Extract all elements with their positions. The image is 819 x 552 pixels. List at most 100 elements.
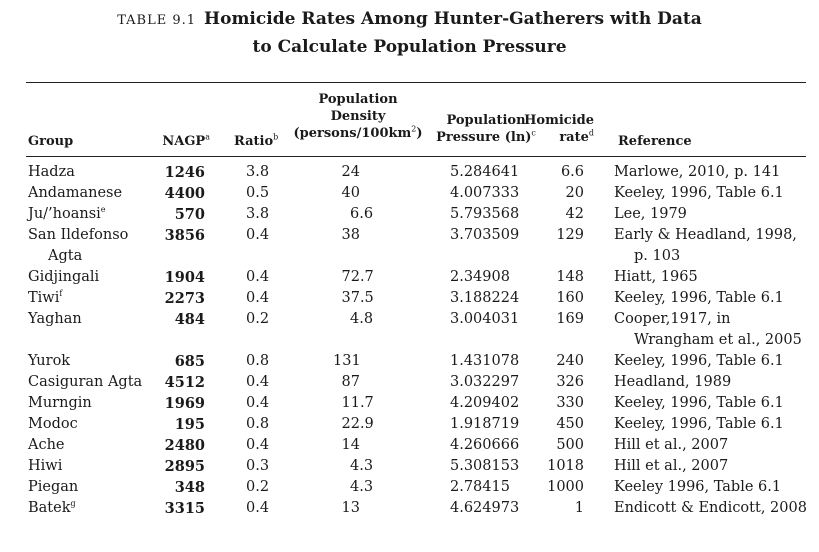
- cell-nagp: 685: [135, 351, 205, 372]
- cell-group: Tiwif: [28, 288, 62, 309]
- cell-pressure: 5.793568: [442, 204, 540, 225]
- cell-group-cont: Agta: [48, 246, 82, 267]
- cell-density: 4.8: [298, 309, 460, 330]
- cell-group: Ache: [28, 435, 65, 456]
- cell-nagp: 570: [135, 204, 205, 225]
- group-note: g: [70, 499, 76, 509]
- cell-reference: Lee, 1979: [614, 204, 687, 225]
- header-ratio-text: Ratio: [234, 134, 274, 149]
- cell-ratio-text: 3.8: [246, 206, 270, 222]
- cell-ratio: 3.8: [244, 162, 276, 183]
- cell-nagp-text: 1904: [164, 269, 205, 286]
- cell-nagp-text: 4512: [164, 374, 205, 391]
- cell-group-text: Murngin: [28, 395, 92, 411]
- cell-nagp: 4512: [135, 372, 205, 393]
- cell-ratio: 0.3: [244, 456, 276, 477]
- cell-homicide-text: 129: [556, 227, 584, 243]
- cell-nagp-text: 2480: [164, 437, 205, 454]
- cell-ratio-text: 0.4: [246, 269, 270, 285]
- cell-ratio-text: 0.4: [246, 374, 270, 390]
- cell-group-text: San Ildefonso: [28, 227, 129, 243]
- cell-homicide-text: 330: [556, 395, 584, 411]
- cell-pressure-text: 3.703509: [450, 227, 520, 243]
- cell-group: Piegan: [28, 477, 78, 498]
- header-rule: [26, 156, 806, 157]
- cell-reference-text: Endicott & Endicott, 2008: [614, 500, 807, 516]
- cell-group: Batekg: [28, 498, 76, 519]
- cell-homicide: 42: [528, 204, 584, 225]
- cell-density-text: 11.7: [341, 395, 374, 411]
- cell-homicide-text: 169: [556, 311, 584, 327]
- cell-ratio: 0.4: [244, 288, 276, 309]
- top-rule: [26, 82, 806, 83]
- header-homicide-l2-wrap: rated: [522, 129, 594, 146]
- cell-density: 11.7: [298, 393, 452, 414]
- cell-pressure: 1.431078: [442, 351, 540, 372]
- cell-nagp: 1904: [135, 267, 205, 288]
- cell-homicide-text: 1: [574, 500, 584, 516]
- cell-ratio: 0.4: [244, 267, 276, 288]
- cell-ratio-text: 0.4: [246, 290, 270, 306]
- header-nagp-text: NAGP: [162, 134, 206, 149]
- cell-density: 6.6: [298, 204, 460, 225]
- cell-ratio-text: 0.4: [246, 500, 270, 516]
- cell-pressure-text: 1.431078: [450, 353, 520, 369]
- cell-ratio: 0.4: [244, 393, 276, 414]
- cell-homicide: 1000: [528, 477, 584, 498]
- cell-reference-cont: Wrangham et al., 2005: [634, 330, 802, 351]
- cell-ratio-text: 0.2: [246, 311, 270, 327]
- cell-nagp-text: 1969: [164, 395, 205, 412]
- header-homicide-l1: Homicide: [524, 113, 594, 128]
- cell-reference: Hill et al., 2007: [614, 456, 728, 477]
- table-label: TABLE 9.1: [117, 13, 197, 28]
- cell-ratio: 0.4: [244, 372, 276, 393]
- cell-density-text: 37.5: [341, 290, 374, 306]
- cell-ratio-text: 3.8: [246, 164, 270, 180]
- cell-nagp-text: 685: [174, 353, 205, 370]
- table-title-line2: to Calculate Population Pressure: [252, 37, 567, 57]
- cell-pressure: 1.918719: [442, 414, 540, 435]
- cell-homicide-text: 500: [556, 437, 584, 453]
- cell-pressure: 5.284641: [442, 162, 540, 183]
- cell-density-text: 87: [341, 374, 360, 390]
- cell-homicide-text: 148: [556, 269, 584, 285]
- cell-reference-text: Keeley, 1996, Table 6.1: [614, 185, 784, 201]
- header-reference-text: Reference: [618, 134, 692, 149]
- cell-group-text: Tiwi: [28, 290, 60, 306]
- cell-homicide: 169: [528, 309, 584, 330]
- cell-reference: Keeley, 1996, Table 6.1: [614, 414, 784, 435]
- header-homicide-l2: rate: [559, 130, 589, 145]
- cell-ratio: 0.4: [244, 435, 276, 456]
- cell-reference-text: Early & Headland, 1998,: [614, 227, 797, 243]
- cell-nagp: 348: [135, 477, 205, 498]
- header-density-close: ): [416, 126, 423, 141]
- cell-group: Andamanese: [28, 183, 122, 204]
- cell-group-text: Casiguran Agta: [28, 374, 143, 390]
- cell-homicide: 240: [528, 351, 584, 372]
- cell-reference-text: Hill et al., 2007: [614, 437, 729, 453]
- header-density-l3: (persons/100km: [293, 126, 412, 141]
- cell-pressure: 4.260666: [442, 435, 540, 456]
- header-density-l1: Population: [318, 92, 398, 107]
- cell-pressure: 4.209402: [442, 393, 540, 414]
- cell-homicide-text: 1000: [547, 479, 584, 495]
- cell-pressure: 3.032297: [442, 372, 540, 393]
- cell-reference: Headland, 1989: [614, 372, 731, 393]
- cell-homicide: 500: [528, 435, 584, 456]
- cell-group: San Ildefonso: [28, 225, 128, 246]
- cell-homicide: 160: [528, 288, 584, 309]
- cell-group: Ju/’hoansie: [28, 204, 106, 225]
- cell-ratio: 0.5: [244, 183, 276, 204]
- cell-pressure-text: 5.308153: [450, 458, 520, 474]
- cell-density: 37.5: [298, 288, 452, 309]
- cell-homicide-text: 240: [556, 353, 584, 369]
- cell-reference-text: Keeley, 1996, Table 6.1: [614, 416, 784, 432]
- cell-homicide-text: 42: [565, 206, 584, 222]
- cell-reference-text: Keeley 1996, Table 6.1: [614, 479, 782, 495]
- cell-nagp: 3856: [135, 225, 205, 246]
- cell-group: Hadza: [28, 162, 75, 183]
- cell-density-text: 14: [341, 437, 360, 453]
- group-note: f: [59, 289, 63, 299]
- cell-density-text: 24: [341, 164, 360, 180]
- cell-nagp-text: 484: [174, 311, 205, 328]
